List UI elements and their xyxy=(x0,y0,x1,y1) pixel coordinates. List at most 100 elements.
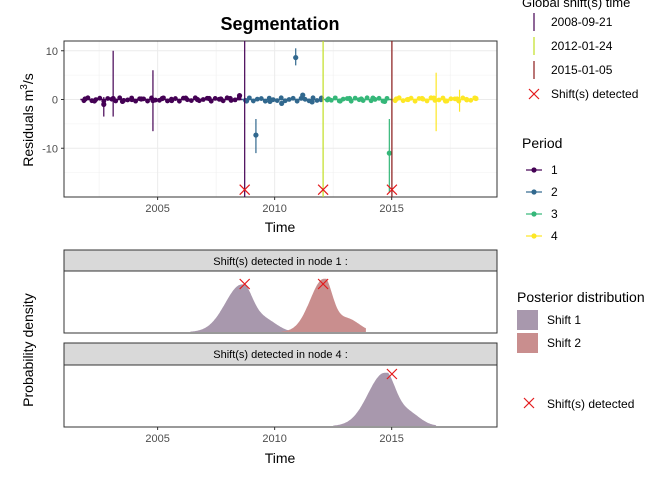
data-point xyxy=(436,97,442,103)
data-point xyxy=(254,96,260,102)
shift-detected-marker-stroke-b xyxy=(317,278,329,290)
chart-title: Segmentation xyxy=(220,14,339,34)
data-point xyxy=(294,98,300,104)
data-point xyxy=(250,98,256,104)
legend-period-label: 2 xyxy=(551,185,558,199)
data-point xyxy=(282,98,288,104)
shift-detected-marker-stroke-b xyxy=(317,184,329,196)
data-point xyxy=(173,96,178,101)
data-point xyxy=(358,96,364,102)
posterior-density-shift-1 xyxy=(190,284,294,332)
data-point xyxy=(463,96,470,103)
series-period-3 xyxy=(323,95,392,193)
facet-panel xyxy=(63,270,498,334)
data-point xyxy=(188,98,194,104)
legend-posterior-label: Shift 1 xyxy=(547,313,581,327)
data-point xyxy=(346,95,353,102)
shift-detected-marker xyxy=(386,184,398,196)
shift-detected-marker-stroke-b xyxy=(239,184,251,196)
data-point xyxy=(393,96,399,102)
posterior-density-shift-1 xyxy=(333,372,437,426)
legend-shift-detected-icon xyxy=(528,88,540,100)
legend-lower-shift-detected-icon-stroke-b xyxy=(523,397,535,409)
node-1-facet: Shift(s) detected in node 1 : xyxy=(63,249,498,334)
data-point xyxy=(325,96,332,102)
series-period-4 xyxy=(391,72,479,132)
facet-panel xyxy=(63,364,498,428)
data-point xyxy=(232,97,238,103)
data-point xyxy=(468,97,474,103)
data-point xyxy=(258,96,264,101)
top-y-axis-label: Residuals m3/s xyxy=(19,73,36,166)
data-point xyxy=(101,101,107,107)
shift-detected-marker xyxy=(239,278,251,290)
x-tick-label: 2015 xyxy=(379,433,403,445)
legend-posterior-swatch xyxy=(517,310,538,330)
data-point xyxy=(105,96,111,101)
data-point xyxy=(97,95,103,101)
shift-detected-marker xyxy=(317,184,329,196)
data-point xyxy=(119,98,126,105)
data-point xyxy=(138,96,144,102)
data-point xyxy=(293,54,299,61)
lower-y-axis-label: Probability density xyxy=(20,293,36,407)
series-period-1 xyxy=(80,50,243,132)
period-legend: 1 2 3 4 xyxy=(526,163,558,243)
data-point xyxy=(309,99,315,105)
legend-lower-shift-detected-icon xyxy=(523,397,535,409)
data-point xyxy=(332,95,338,101)
posterior-density-shift-2 xyxy=(281,278,366,332)
data-point xyxy=(159,95,165,102)
data-point xyxy=(431,95,437,101)
residuals-panel: 2005 2010 2015 10 0 -10 xyxy=(42,40,498,215)
shift-detected-marker-stroke-b xyxy=(239,278,251,290)
data-point xyxy=(200,97,206,102)
data-point xyxy=(129,96,135,103)
data-point xyxy=(82,96,88,102)
data-point xyxy=(442,98,449,104)
legend-shift-detected-icon-stroke-b xyxy=(528,88,540,100)
data-point xyxy=(300,92,306,98)
posterior-legend: Shift 1 Shift 2 Shift(s) detected xyxy=(517,310,634,411)
data-point xyxy=(110,95,116,102)
data-point xyxy=(117,95,123,101)
data-point xyxy=(150,97,156,104)
legend-posterior-label: Shift 2 xyxy=(547,336,581,350)
x-tick-label: 2015 xyxy=(379,203,403,215)
legend-shift-date: 2015-01-05 xyxy=(551,63,613,77)
data-point xyxy=(382,98,388,105)
x-tick-label: 2010 xyxy=(262,433,286,445)
data-point xyxy=(473,95,479,102)
facet-strip-label: Shift(s) detected in node 4 : xyxy=(213,349,348,361)
data-point xyxy=(412,98,418,104)
shift-detected-marker xyxy=(386,368,398,380)
data-point xyxy=(352,95,358,101)
legend-lower-shift-detected-label: Shift(s) detected xyxy=(547,397,634,411)
posterior-legend-title: Posterior distribution xyxy=(517,289,645,305)
data-point xyxy=(262,98,268,104)
shift-detected-marker xyxy=(317,278,329,290)
period-legend-title: Period xyxy=(522,135,562,151)
data-point xyxy=(206,95,212,102)
legend-period-label: 3 xyxy=(551,207,558,221)
data-point xyxy=(183,95,189,101)
top-x-axis-label: Time xyxy=(265,219,296,235)
data-point xyxy=(145,98,150,104)
data-point xyxy=(194,96,201,103)
x-tick-label: 2010 xyxy=(262,203,286,215)
data-point xyxy=(400,98,406,104)
data-point xyxy=(267,98,273,105)
plot-border xyxy=(63,40,498,198)
legend-shift-date: 2008-09-21 xyxy=(551,15,613,29)
node-4-facet: Shift(s) detected in node 4 : 2005 2010 201… xyxy=(63,342,498,445)
data-point xyxy=(448,96,454,102)
data-point xyxy=(212,96,218,101)
shift-time-legend: 2008-09-21 2012-01-24 2015-01-05 Shift(s) d… xyxy=(528,13,638,101)
data-point xyxy=(176,98,182,104)
data-point xyxy=(364,95,370,101)
y-tick-label: -10 xyxy=(42,143,58,155)
data-point xyxy=(279,100,285,106)
legend-period-point xyxy=(531,167,537,173)
data-point xyxy=(370,95,376,101)
data-point xyxy=(337,98,343,104)
